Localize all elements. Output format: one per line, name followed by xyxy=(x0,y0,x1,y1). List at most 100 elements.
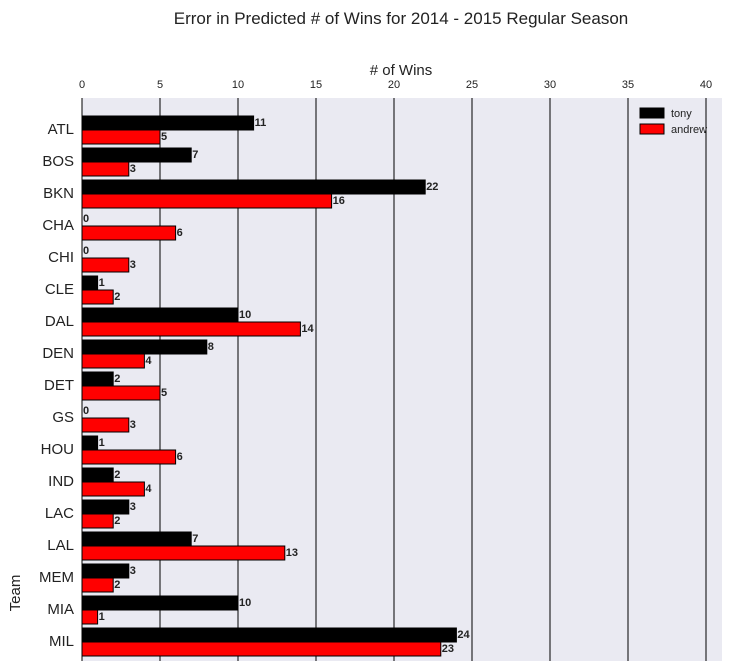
data-label: 2 xyxy=(114,469,120,481)
y-tick-label: MEM xyxy=(39,569,74,586)
bar-andrew-hou xyxy=(81,449,177,465)
y-tick-label: LAC xyxy=(45,505,74,522)
bar-andrew-bkn xyxy=(81,193,333,209)
bar-tony-atl xyxy=(81,115,255,131)
bar-tony-mia xyxy=(81,595,239,611)
y-tick-label: BKN xyxy=(43,185,74,202)
y-tick-label: GS xyxy=(52,409,74,426)
data-label: 3 xyxy=(130,501,136,513)
y-tick-label: MIL xyxy=(49,633,74,650)
data-label: 6 xyxy=(177,451,183,463)
bar-andrew-mem xyxy=(81,577,114,593)
data-label: 2 xyxy=(114,291,120,303)
data-label: 8 xyxy=(208,341,214,353)
bar-andrew-bos xyxy=(81,161,130,177)
bar-tony-ind xyxy=(81,467,114,483)
bar-tony-dal xyxy=(81,307,239,323)
x-axis-label: # of Wins xyxy=(370,62,433,79)
legend-swatch-tony xyxy=(639,107,665,119)
bar-andrew-ind xyxy=(81,481,145,497)
data-label: 3 xyxy=(130,419,136,431)
data-label: 22 xyxy=(426,181,438,193)
bar-tony-bos xyxy=(81,147,192,163)
x-tick-label: 35 xyxy=(622,79,634,91)
y-tick-label: CHI xyxy=(48,249,74,266)
y-tick-label: IND xyxy=(48,473,74,490)
data-label: 0 xyxy=(83,405,89,417)
x-tick-label: 20 xyxy=(388,79,400,91)
bar-andrew-cha xyxy=(81,225,177,241)
data-label: 2 xyxy=(114,515,120,527)
data-label: 3 xyxy=(130,163,136,175)
legend-label-tony: tony xyxy=(671,108,692,120)
bar-tony-den xyxy=(81,339,208,355)
x-ticks: 0 5 10 15 20 25 30 35 40 xyxy=(79,79,712,91)
y-tick-label: MIA xyxy=(47,601,74,618)
bar-andrew-lal xyxy=(81,545,286,561)
y-tick-label: LAL xyxy=(47,537,74,554)
data-label: 0 xyxy=(83,213,89,225)
data-label: 5 xyxy=(161,387,167,399)
bar-tony-mem xyxy=(81,563,130,579)
legend: tony andrew xyxy=(639,107,707,136)
data-label: 2 xyxy=(114,373,120,385)
bar-andrew-lac xyxy=(81,513,114,529)
bar-andrew-mil xyxy=(81,641,442,657)
data-label: 6 xyxy=(177,227,183,239)
data-label: 4 xyxy=(145,483,152,495)
y-tick-label: CLE xyxy=(45,281,74,298)
data-labels: 1157322160603121014842503162432713321012… xyxy=(83,117,471,655)
data-label: 16 xyxy=(333,195,345,207)
data-label: 3 xyxy=(130,259,136,271)
chart-title: Error in Predicted # of Wins for 2014 - … xyxy=(174,9,629,28)
x-tick-label: 10 xyxy=(232,79,244,91)
y-tick-label: DET xyxy=(44,377,74,394)
y-tick-label: DEN xyxy=(42,345,74,362)
data-label: 10 xyxy=(239,597,251,609)
legend-swatch-andrew xyxy=(639,123,665,135)
x-tick-label: 0 xyxy=(79,79,85,91)
data-label: 13 xyxy=(286,547,298,559)
data-label: 23 xyxy=(442,643,454,655)
x-tick-label: 25 xyxy=(466,79,478,91)
bar-andrew-dal xyxy=(81,321,301,337)
x-tick-label: 30 xyxy=(544,79,556,91)
legend-label-andrew: andrew xyxy=(671,124,707,136)
data-label: 10 xyxy=(239,309,251,321)
bar-andrew-cle xyxy=(81,289,114,305)
y-tick-label: BOS xyxy=(42,153,74,170)
y-tick-label: ATL xyxy=(48,121,74,138)
y-axis-label: Team xyxy=(7,575,24,612)
y-ticks: ATL BOS BKN CHA CHI CLE DAL DEN DET GS HOU IND LAC LA… xyxy=(39,121,74,650)
bar-andrew-det xyxy=(81,385,161,401)
y-tick-label: DAL xyxy=(45,313,74,330)
data-label: 0 xyxy=(83,245,89,257)
bar-tony-bkn xyxy=(81,179,426,195)
x-tick-label: 40 xyxy=(700,79,712,91)
bar-tony-lal xyxy=(81,531,192,547)
data-label: 4 xyxy=(145,355,152,367)
bar-andrew-chi xyxy=(81,257,130,273)
y-tick-label: CHA xyxy=(42,217,74,234)
bars xyxy=(81,115,457,657)
bar-andrew-atl xyxy=(81,129,161,145)
y-tick-label: HOU xyxy=(41,441,74,458)
data-label: 24 xyxy=(457,629,470,641)
bar-tony-lac xyxy=(81,499,130,515)
data-label: 11 xyxy=(255,117,267,129)
data-label: 1 xyxy=(99,437,105,449)
data-label: 7 xyxy=(192,533,198,545)
data-label: 7 xyxy=(192,149,198,161)
bar-tony-cle xyxy=(81,275,99,291)
x-tick-label: 15 xyxy=(310,79,322,91)
x-tick-label: 5 xyxy=(157,79,163,91)
data-label: 14 xyxy=(301,323,314,335)
bar-tony-mil xyxy=(81,627,457,643)
data-label: 2 xyxy=(114,579,120,591)
data-label: 1 xyxy=(99,611,105,623)
bar-tony-det xyxy=(81,371,114,387)
data-label: 5 xyxy=(161,131,167,143)
bar-andrew-gs xyxy=(81,417,130,433)
data-label: 1 xyxy=(99,277,105,289)
